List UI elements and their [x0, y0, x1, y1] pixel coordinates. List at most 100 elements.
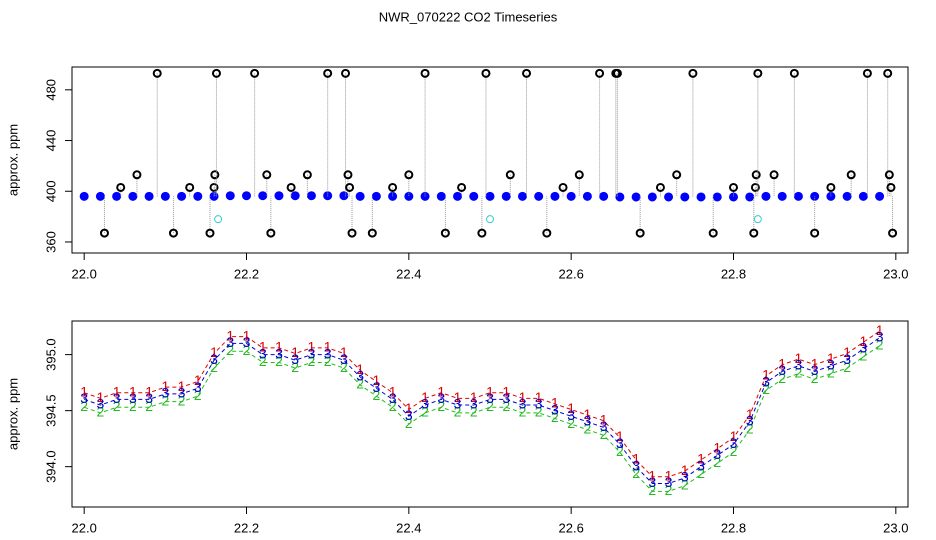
- point-marker: 1: [178, 378, 186, 394]
- point: [339, 191, 349, 201]
- point-marker: 3: [80, 390, 88, 406]
- point-marker: 3: [697, 457, 705, 473]
- point-marker: 1: [405, 400, 413, 416]
- point-marker: 1: [811, 355, 819, 371]
- point-marker: 2: [129, 398, 137, 414]
- point: [761, 191, 771, 201]
- point: [635, 228, 645, 238]
- point-marker: 2: [194, 387, 202, 403]
- point-marker: 3: [616, 435, 624, 451]
- point-marker: 1: [145, 383, 153, 399]
- point: [883, 68, 893, 78]
- point-marker: 3: [454, 396, 462, 412]
- point-marker: 2: [746, 420, 754, 436]
- point-marker: 1: [389, 383, 397, 399]
- point-marker: 2: [502, 398, 510, 414]
- point-marker: 2: [145, 398, 153, 414]
- point-marker: 2: [405, 415, 413, 431]
- point-marker: 1: [275, 339, 283, 355]
- point: [302, 170, 312, 180]
- point: [477, 228, 487, 238]
- point-marker: 1: [648, 467, 656, 483]
- point-marker: 3: [97, 396, 105, 412]
- point-marker: 3: [827, 357, 835, 373]
- point-marker: 2: [486, 398, 494, 414]
- point: [664, 192, 674, 202]
- point: [582, 191, 592, 201]
- point-marker: 1: [113, 383, 121, 399]
- point: [205, 228, 215, 238]
- point: [211, 68, 221, 78]
- point-marker: 1: [502, 383, 510, 399]
- point-marker: 1: [324, 339, 332, 355]
- point-marker: 2: [97, 404, 105, 420]
- point-marker: 1: [665, 467, 673, 483]
- point: [550, 191, 560, 201]
- point-marker: 3: [486, 390, 494, 406]
- point-marker: 1: [372, 372, 380, 388]
- point: [708, 228, 718, 238]
- point-marker: 1: [259, 339, 267, 355]
- point-marker: 3: [178, 385, 186, 401]
- point-marker: 2: [210, 359, 218, 375]
- point-marker: 3: [405, 407, 413, 423]
- point: [846, 170, 856, 180]
- point-marker: 1: [697, 451, 705, 467]
- point-marker: 3: [502, 390, 510, 406]
- point-marker: 3: [421, 396, 429, 412]
- point-marker: 3: [535, 396, 543, 412]
- point-marker: 2: [583, 420, 591, 436]
- point-marker: 3: [210, 351, 218, 367]
- x-tick-label: 22.8: [721, 520, 746, 535]
- point-marker: 3: [648, 474, 656, 490]
- point: [112, 191, 122, 201]
- point-marker: 2: [308, 353, 316, 369]
- point-marker: 3: [437, 390, 445, 406]
- point-marker: 2: [762, 381, 770, 397]
- point-marker: 3: [129, 390, 137, 406]
- point: [355, 191, 365, 201]
- point-marker: 3: [259, 345, 267, 361]
- x-tick-label: 22.6: [559, 520, 584, 535]
- point: [769, 170, 779, 180]
- x-tick-label: 22.6: [559, 266, 584, 281]
- point: [144, 191, 154, 201]
- point-marker: 1: [876, 322, 884, 338]
- point: [753, 215, 762, 224]
- point: [485, 191, 495, 201]
- point: [522, 68, 532, 78]
- point: [534, 191, 544, 201]
- point: [242, 191, 252, 201]
- point-marker: 3: [113, 390, 121, 406]
- point-marker: 3: [551, 401, 559, 417]
- point: [672, 170, 682, 180]
- x-tick-label: 22.0: [72, 266, 97, 281]
- point: [404, 191, 414, 201]
- point: [262, 170, 272, 180]
- point-marker: 2: [730, 443, 738, 459]
- point: [826, 182, 836, 192]
- point-marker: 3: [811, 362, 819, 378]
- point: [696, 192, 706, 202]
- point-marker: 3: [161, 385, 169, 401]
- point: [250, 68, 260, 78]
- point-marker: 1: [535, 389, 543, 405]
- point-marker: 2: [697, 465, 705, 481]
- y-tick-label: 400: [43, 180, 58, 202]
- point-marker: 1: [356, 361, 364, 377]
- point: [160, 191, 170, 201]
- chart-title: NWR_070222 CO2 Timeseries: [379, 9, 558, 24]
- point: [810, 228, 820, 238]
- point-marker: 3: [324, 345, 332, 361]
- point: [750, 182, 760, 192]
- point-marker: 1: [746, 406, 754, 422]
- point: [858, 191, 868, 201]
- y-tick-label: 440: [43, 130, 58, 152]
- point-marker: 3: [843, 351, 851, 367]
- point-marker: 1: [340, 344, 348, 360]
- point: [862, 68, 872, 78]
- point-marker: 1: [681, 462, 689, 478]
- point: [345, 182, 355, 192]
- point: [728, 192, 738, 202]
- point-marker: 2: [551, 409, 559, 425]
